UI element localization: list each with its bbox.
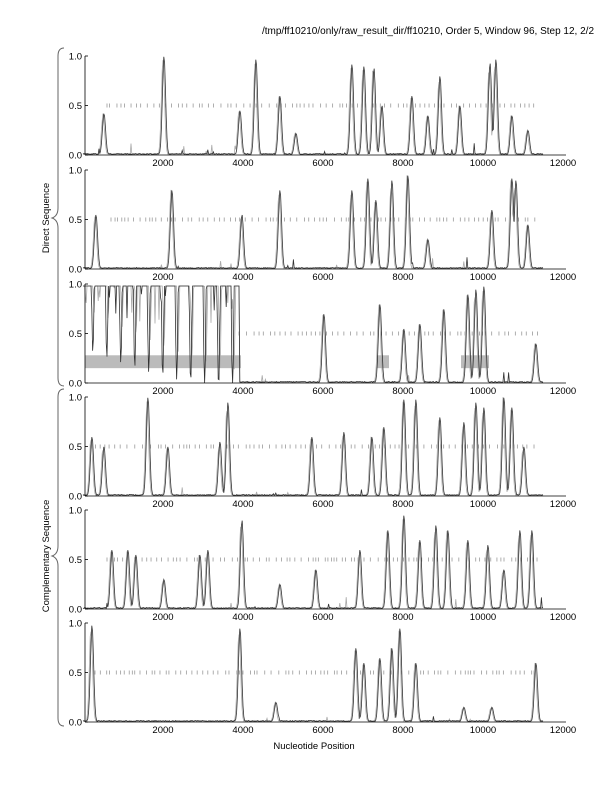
y-tick-label: 0.5 (69, 555, 82, 566)
panel-6: 0.0 0.5 1.0 2000 4000 6000 8000 10000 12000 (69, 619, 576, 737)
x-tick-label: 4000 (232, 386, 253, 397)
x-tick-label: 4000 (232, 499, 253, 510)
frame-curve-black (82, 625, 544, 723)
y-tick-label: 0.5 (69, 329, 82, 340)
y-tick-label: 0.5 (69, 442, 82, 453)
x-tick-label: 10000 (470, 158, 496, 169)
frame-curve-gray (82, 630, 544, 723)
x-tick-label: 6000 (312, 725, 333, 736)
y-tick-label: 1.0 (69, 52, 82, 63)
frame-curve-black (83, 285, 544, 384)
x-axis-label: Nucleotide Position (273, 741, 354, 752)
panel-3: 0.0 0.5 1.0 2000 4000 6000 8000 10000 12000 (69, 280, 576, 398)
x-tick-label: 2000 (152, 386, 173, 397)
x-tick-label: 2000 (152, 272, 173, 283)
x-tick-label: 2000 (152, 499, 173, 510)
x-tick-label: 10000 (470, 386, 496, 397)
x-tick-label: 12000 (550, 158, 576, 169)
y-tick-label: 0.5 (69, 215, 82, 226)
x-tick-label: 10000 (470, 612, 496, 623)
x-tick-label: 10000 (470, 272, 496, 283)
y-tick-label: 0.0 (69, 151, 82, 162)
y-tick-label: 0.0 (69, 605, 82, 616)
x-tick-label: 8000 (392, 612, 413, 623)
complementary-sequence-label: Complementary Sequence (41, 500, 52, 612)
x-tick-label: 2000 (152, 158, 173, 169)
frame-curve-black (82, 175, 544, 270)
panel-5: 0.0 0.5 1.0 2000 4000 6000 8000 10000 12000 (69, 506, 576, 624)
x-tick-label: 10000 (470, 725, 496, 736)
x-tick-label: 12000 (550, 499, 576, 510)
y-tick-label: 1.0 (69, 166, 82, 177)
y-tick-label: 1.0 (69, 393, 82, 404)
direct-brace (50, 47, 65, 387)
x-tick-label: 12000 (550, 725, 576, 736)
y-tick-label: 0.0 (69, 492, 82, 503)
panel-2: 0.0 0.5 1.0 2000 4000 6000 8000 10000 12000 (69, 166, 576, 284)
frame-curve-black (82, 56, 544, 156)
y-tick-label: 0.0 (69, 718, 82, 729)
x-tick-label: 6000 (312, 612, 333, 623)
x-tick-label: 10000 (470, 499, 496, 510)
y-tick-label: 0.0 (69, 265, 82, 276)
x-tick-label: 12000 (550, 272, 576, 283)
x-tick-label: 4000 (232, 725, 253, 736)
frame-curve-black (82, 515, 544, 610)
x-tick-label: 6000 (312, 499, 333, 510)
x-tick-label: 4000 (232, 158, 253, 169)
x-tick-label: 6000 (312, 272, 333, 283)
frame-curve-gray (82, 519, 543, 610)
panel-4: 0.0 0.5 1.0 2000 4000 6000 8000 10000 12000 (69, 393, 576, 511)
complementary-brace (50, 388, 65, 727)
x-tick-label: 2000 (152, 612, 173, 623)
frame-curve-gray (82, 175, 544, 270)
x-tick-label: 12000 (550, 612, 576, 623)
x-tick-label: 6000 (312, 386, 333, 397)
x-tick-label: 8000 (392, 158, 413, 169)
y-tick-label: 0.5 (69, 101, 82, 112)
x-tick-label: 4000 (232, 272, 253, 283)
y-tick-label: 1.0 (69, 506, 82, 517)
orf-bar (461, 355, 489, 369)
x-tick-label: 8000 (392, 272, 413, 283)
y-tick-label: 1.0 (69, 280, 82, 291)
x-tick-label: 2000 (152, 725, 173, 736)
plot-title: /tmp/ff10210/only/raw_result_dir/ff10210… (261, 26, 594, 37)
x-tick-label: 8000 (392, 386, 413, 397)
frame-curve-black (82, 397, 544, 497)
x-tick-label: 8000 (392, 499, 413, 510)
x-tick-label: 8000 (392, 725, 413, 736)
y-tick-label: 0.0 (69, 379, 82, 390)
y-tick-label: 1.0 (69, 619, 82, 630)
x-tick-label: 6000 (312, 158, 333, 169)
x-tick-label: 4000 (232, 612, 253, 623)
x-tick-label: 12000 (550, 386, 576, 397)
panel-1: 0.0 0.5 1.0 2000 4000 6000 8000 10000 12000 (69, 52, 576, 170)
y-tick-label: 0.5 (69, 668, 82, 679)
direct-sequence-label: Direct Sequence (41, 183, 52, 253)
